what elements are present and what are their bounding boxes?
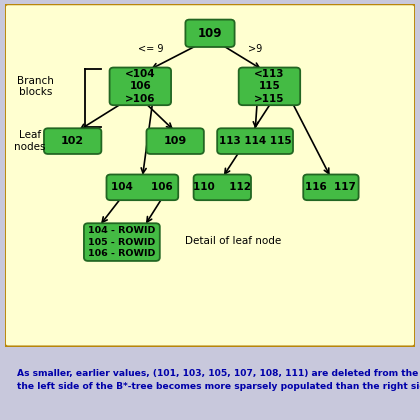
Text: >9: >9 [248,45,262,54]
Text: Detail of leaf node: Detail of leaf node [185,236,282,246]
Text: 116  117: 116 117 [305,182,356,192]
Text: 109: 109 [198,27,222,40]
FancyBboxPatch shape [239,68,300,105]
FancyBboxPatch shape [4,3,416,347]
Text: 109: 109 [163,136,187,146]
Text: As smaller, earlier values, (101, 103, 105, 107, 108, 111) are deleted from the : As smaller, earlier values, (101, 103, 1… [17,369,420,391]
Text: Leaf
nodes: Leaf nodes [14,130,45,152]
FancyBboxPatch shape [107,174,178,200]
FancyBboxPatch shape [194,174,251,200]
Text: 113 114 115: 113 114 115 [219,136,291,146]
FancyBboxPatch shape [303,174,359,200]
FancyBboxPatch shape [44,128,101,154]
FancyBboxPatch shape [217,128,293,154]
FancyBboxPatch shape [147,128,204,154]
Text: <= 9: <= 9 [138,45,163,54]
Text: Branch
blocks: Branch blocks [17,76,54,97]
FancyBboxPatch shape [110,68,171,105]
Text: 104     106: 104 106 [111,182,173,192]
Text: <113
115
>115: <113 115 >115 [254,68,285,104]
Text: 110    112: 110 112 [193,182,251,192]
Text: 104 - ROWID
105 - ROWID
106 - ROWID: 104 - ROWID 105 - ROWID 106 - ROWID [88,226,155,258]
Text: <104
106
>106: <104 106 >106 [125,68,156,104]
FancyBboxPatch shape [185,20,235,47]
FancyBboxPatch shape [84,223,160,261]
Text: 102: 102 [61,136,84,146]
